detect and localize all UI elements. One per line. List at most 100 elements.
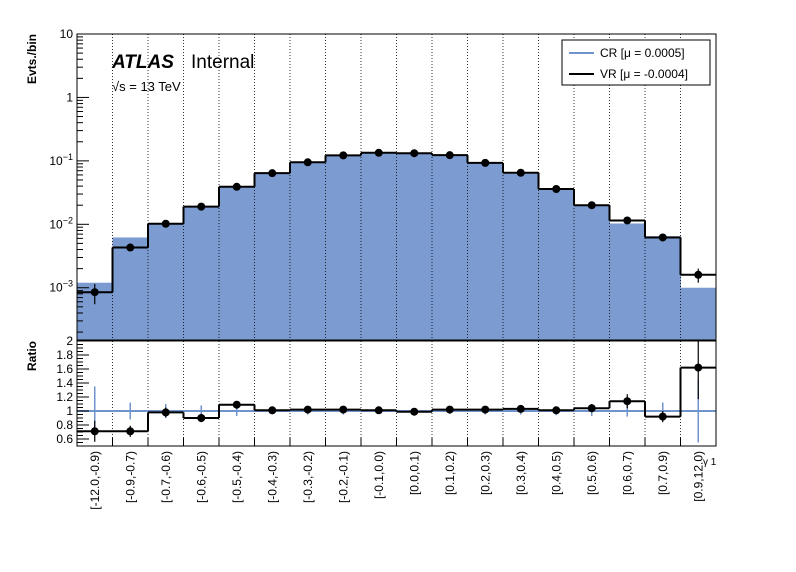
cr-bar (503, 173, 539, 340)
x-axis-title: γ 1 (703, 457, 717, 468)
vr-point (658, 233, 667, 242)
x-tick-label: [-12.0,-0.9) (88, 451, 102, 510)
vr-point (268, 169, 277, 178)
vr-point (623, 216, 632, 225)
lower-y-title: Ratio (25, 341, 39, 371)
ratio-y-tick-label: 0.8 (56, 418, 73, 432)
x-tick-label: [0.7,0.9) (656, 451, 670, 495)
vr-point (197, 202, 206, 211)
x-tick-label: [0.6,0.7) (620, 451, 634, 495)
x-tick-label: [0.4,0.5) (549, 451, 563, 495)
x-tick-label: [-0.9,-0.7) (123, 451, 137, 503)
energy-label: √s = 13 TeV (112, 79, 181, 94)
x-tick-label: [-0.4,-0.3) (265, 451, 279, 503)
ratio-point (587, 404, 596, 413)
y-tick-label: 10−3 (49, 279, 73, 295)
cr-bar (325, 155, 362, 340)
legend-box (561, 39, 711, 86)
ratio-point (658, 412, 667, 421)
x-tick-label: [-0.6,-0.5) (194, 451, 208, 503)
cr-bar (396, 153, 433, 340)
energy-value: = 13 TeV (126, 79, 181, 94)
lower-y-axis: 0.60.811.21.41.61.82 (56, 334, 89, 447)
cr-bar (432, 155, 468, 340)
ratio-point (126, 427, 135, 436)
cr-histogram (77, 153, 717, 340)
vr-point (481, 158, 490, 167)
cr-bar (361, 153, 397, 340)
cr-bar (467, 163, 504, 340)
ratio-point (90, 427, 99, 436)
x-tick-label: [0.3,0.4) (514, 451, 528, 495)
cr-bar (290, 162, 326, 340)
ratio-point (410, 407, 419, 416)
cr-bar (538, 189, 575, 340)
sqrt-s: √s (112, 79, 126, 94)
x-tick-label: [-0.2,-0.1) (336, 451, 350, 503)
internal-label: Internal (191, 52, 254, 73)
x-tick-label: [0.5,0.6) (585, 451, 599, 495)
lower-pad: 0.60.811.21.41.61.82 [-12.0,-0.9) [-0.9,-… (25, 334, 717, 510)
upper-y-title: Evts./bin (25, 34, 39, 84)
legend: CR [μ = 0.0005] VR [μ = -0.0004] (561, 39, 711, 86)
cr-bar (645, 236, 681, 340)
cr-bar (183, 206, 220, 340)
ratio-point (552, 406, 561, 415)
ratio-point (516, 404, 525, 413)
ratio-point (197, 414, 206, 422)
ratio-series (77, 341, 716, 442)
x-tick-label: [-0.7,-0.6) (159, 451, 173, 503)
cr-bar (254, 173, 291, 340)
upper-y-axis: 10 1 10−1 10−2 10−3 (49, 27, 89, 333)
cr-bar (112, 237, 149, 340)
x-axis: [-12.0,-0.9) [-0.9,-0.7) [-0.7,-0.6) [-0.6,… (76, 438, 717, 510)
ratio-y-tick-label: 2 (66, 334, 73, 348)
ratio-point (268, 406, 277, 415)
ratio-point (232, 400, 241, 409)
vr-point (90, 288, 99, 297)
cr-bar (148, 222, 184, 340)
x-tick-label: [0.9,12.0) (691, 451, 705, 502)
x-tick-label: [0.1,0.2) (443, 451, 457, 495)
ratio-y-tick-label: 1.4 (56, 376, 73, 390)
x-tick-label: [0.0,0.1) (407, 451, 421, 495)
cr-bar (219, 187, 255, 340)
ratio-y-tick-label: 1 (66, 404, 73, 418)
ratio-y-tick-label: 0.6 (56, 432, 73, 446)
cr-bar (680, 287, 717, 340)
vr-point (232, 182, 241, 191)
vr-point (161, 219, 170, 228)
ratio-point (445, 405, 454, 414)
upper-frame (76, 33, 717, 341)
vr-series (77, 148, 716, 305)
ratio-y-tick-label: 1.2 (56, 390, 73, 404)
vr-point (552, 185, 561, 194)
y-tick-label: 10 (60, 27, 74, 41)
x-tick-label: [-0.3,-0.2) (301, 451, 315, 503)
ratio-point (694, 363, 703, 372)
y-tick-label: 10−2 (49, 215, 73, 231)
vr-point (445, 151, 454, 160)
lower-vertical-grid (112, 341, 681, 446)
ratio-point (161, 408, 170, 417)
vr-point (126, 243, 135, 252)
cr-bar (574, 205, 610, 340)
ratio-y-tick-label: 1.6 (56, 362, 73, 376)
legend-cr-label: CR [μ = 0.0005] (600, 46, 685, 60)
x-tick-label: [-0.1,0.0) (372, 451, 386, 499)
ratio-point (303, 405, 312, 414)
vr-point (587, 201, 596, 210)
legend-vr-label: VR [μ = -0.0004] (600, 67, 688, 81)
ratio-y-tick-label: 1.8 (56, 348, 73, 362)
cr-bar (609, 223, 646, 340)
ratio-point (481, 405, 490, 414)
vr-point (339, 151, 348, 160)
y-tick-label: 10−1 (49, 152, 73, 168)
y-tick-label: 1 (66, 90, 73, 104)
ratio-point (623, 397, 632, 406)
vr-point (694, 270, 703, 279)
atlas-label: ATLAS (111, 52, 174, 73)
vr-point (516, 168, 525, 177)
vr-point (303, 158, 312, 167)
